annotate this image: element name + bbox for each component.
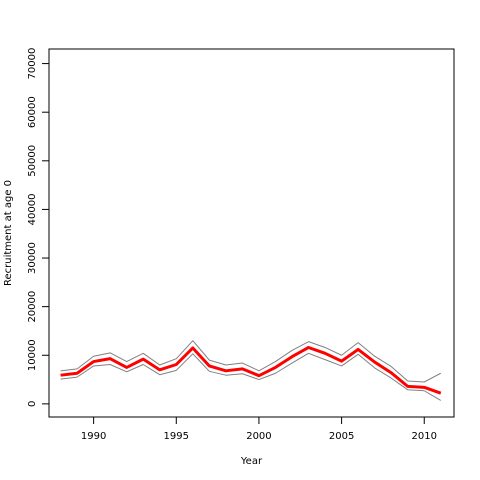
series-line-estimate bbox=[60, 345, 442, 395]
y-tick-label: 40000 bbox=[27, 194, 38, 226]
plot-frame bbox=[48, 48, 455, 418]
series-line-upper bbox=[60, 340, 442, 383]
x-tick-label: 2000 bbox=[246, 431, 271, 442]
y-tick-label: 50000 bbox=[27, 145, 38, 177]
series-layer bbox=[60, 340, 442, 401]
y-axis: 0 10000 20000 30000 40000 50000 60000 70000 bbox=[27, 48, 50, 407]
x-tick-label: 1995 bbox=[164, 431, 189, 442]
y-tick-label: 30000 bbox=[27, 242, 38, 274]
series-line-lower bbox=[60, 352, 442, 401]
y-tick-label: 20000 bbox=[27, 291, 38, 323]
x-axis-title: Year bbox=[240, 456, 263, 467]
x-axis: 1990 1995 2000 2005 2010 bbox=[81, 416, 437, 442]
x-tick-label: 2010 bbox=[412, 431, 437, 442]
y-axis-title: Recruitment at age 0 bbox=[3, 180, 14, 286]
y-tick-label: 0 bbox=[27, 401, 38, 407]
y-tick-label: 10000 bbox=[27, 339, 38, 371]
y-tick-label: 70000 bbox=[27, 48, 38, 80]
x-tick-label: 1990 bbox=[81, 431, 106, 442]
y-tick-label: 60000 bbox=[27, 96, 38, 128]
x-tick-label: 2005 bbox=[329, 431, 354, 442]
